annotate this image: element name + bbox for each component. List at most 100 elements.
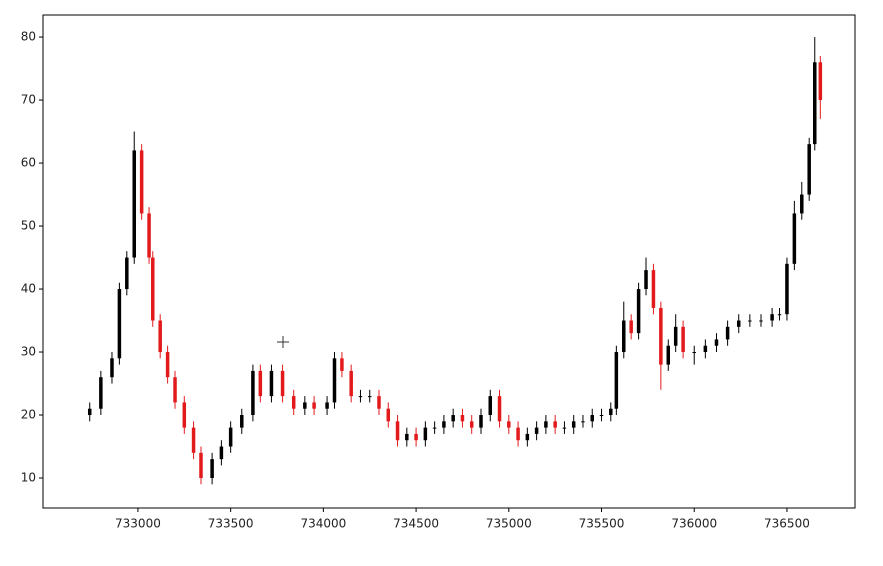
candle-body <box>562 427 567 429</box>
x-tick-label: 736500 <box>764 517 810 531</box>
y-tick-label: 10 <box>21 471 36 485</box>
candle-body <box>110 358 114 378</box>
plot-frame <box>42 14 856 509</box>
candle-body <box>785 263 789 315</box>
candle-body <box>813 62 817 145</box>
candle-body <box>432 427 437 429</box>
candle-body <box>451 415 455 422</box>
candle-body <box>258 370 263 397</box>
candle-body <box>377 396 381 409</box>
x-tick-label: 733000 <box>115 517 161 531</box>
y-tick-label: 60 <box>21 156 36 170</box>
candle-body <box>534 427 539 434</box>
candle-body <box>240 415 244 428</box>
candle-body <box>507 421 511 428</box>
candle-body <box>358 396 363 398</box>
candle-body <box>644 270 648 290</box>
candle-body <box>219 446 224 460</box>
candle-body <box>736 320 741 327</box>
candle-body <box>525 433 530 441</box>
candle-body <box>325 402 329 409</box>
cursor-crosshair <box>277 336 289 348</box>
candle-body <box>629 320 633 334</box>
candle-body <box>332 358 337 403</box>
y-tick-label: 50 <box>21 219 36 233</box>
x-tick-label: 733500 <box>208 517 254 531</box>
candle-body <box>725 326 730 340</box>
candle-body <box>405 433 409 441</box>
candle-body <box>340 358 344 371</box>
candle-body <box>636 289 641 334</box>
candle-body <box>666 345 671 365</box>
candle-body <box>590 415 594 422</box>
candle-body <box>609 408 613 416</box>
candle-body <box>681 326 685 353</box>
candle-body <box>792 213 797 264</box>
candle-body <box>147 213 151 258</box>
candle-body <box>303 402 307 409</box>
candle-body <box>349 370 353 397</box>
y-tick-label: 40 <box>21 282 36 296</box>
candle-body <box>210 459 214 479</box>
candle-body <box>191 427 196 453</box>
y-tick-label: 70 <box>21 93 36 107</box>
candle-body <box>414 433 418 441</box>
candle-body <box>692 352 696 354</box>
candle-body <box>479 415 483 428</box>
y-tick-label: 20 <box>21 408 36 422</box>
candle-body <box>614 352 619 409</box>
x-tick-label: 735500 <box>579 517 625 531</box>
candle-body <box>748 320 752 322</box>
candle-body <box>818 62 823 101</box>
candle-body <box>182 402 187 428</box>
candle-body <box>132 150 136 258</box>
candle-body <box>516 427 520 441</box>
x-tick-label: 734000 <box>300 517 346 531</box>
candle-body <box>173 377 177 403</box>
candle-body <box>581 421 585 423</box>
candle-body <box>469 421 474 428</box>
y-tick-label: 30 <box>21 345 36 359</box>
candle-body <box>395 421 400 441</box>
candle-body <box>125 257 129 290</box>
candle-body <box>291 396 296 409</box>
candle-body <box>87 408 92 416</box>
candle-body <box>759 320 763 322</box>
candle-body <box>423 427 428 441</box>
candle-body <box>703 345 708 353</box>
candle-body <box>777 314 782 316</box>
candle-body <box>386 408 391 422</box>
y-tick-label: 80 <box>21 30 36 44</box>
candle-body <box>571 421 576 428</box>
x-tick-label: 735000 <box>486 517 532 531</box>
candle-body <box>99 377 103 409</box>
candle-body <box>770 314 774 321</box>
candle-body <box>151 257 155 321</box>
candle-body <box>199 452 203 479</box>
candle-body <box>807 144 811 195</box>
candle-body <box>714 339 719 346</box>
candle-body <box>312 402 316 409</box>
candle-body <box>367 396 372 398</box>
candle-body <box>673 326 678 346</box>
candle-body <box>139 150 144 214</box>
candle-body <box>442 421 446 428</box>
candle-body <box>599 415 604 417</box>
candle-body <box>488 396 493 416</box>
candle-body <box>622 320 626 353</box>
candle-body <box>280 370 285 397</box>
candle-body <box>269 370 274 397</box>
candle-body <box>651 270 656 308</box>
candle-body <box>251 370 255 416</box>
candle-body <box>800 194 804 214</box>
candle-body <box>158 320 162 353</box>
candle-body <box>553 421 557 428</box>
x-tick-label: 734500 <box>393 517 439 531</box>
candle-body <box>117 289 122 359</box>
candle-body <box>497 396 502 422</box>
candle-body <box>659 307 663 365</box>
candle-body <box>544 421 548 428</box>
candle-body <box>460 415 465 422</box>
x-tick-label: 736000 <box>671 517 717 531</box>
